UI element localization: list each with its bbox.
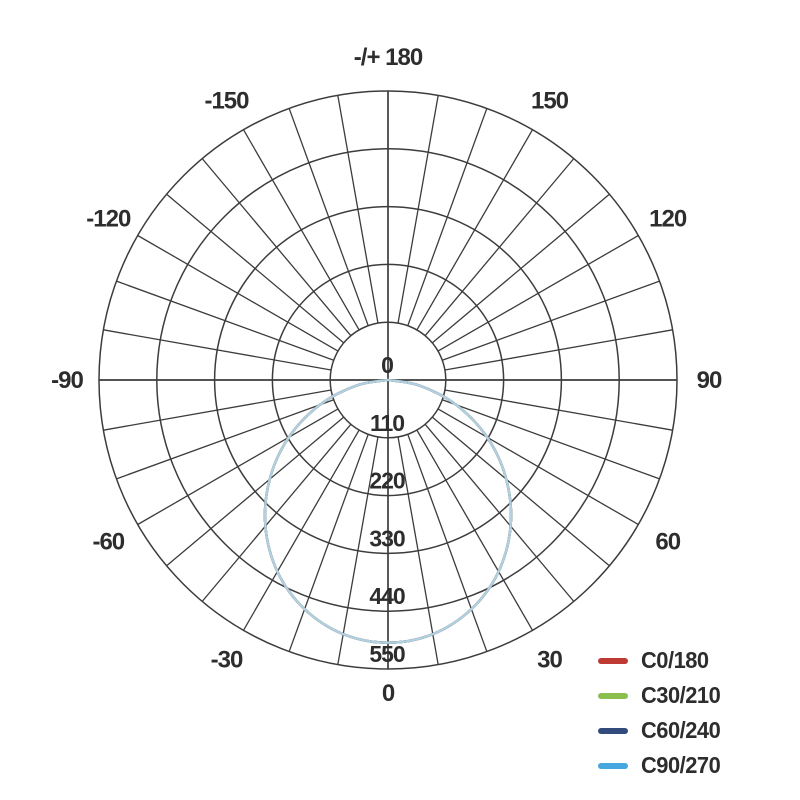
grid-spoke: [416, 129, 534, 331]
legend-item: C30/210: [598, 678, 724, 713]
angle-label--120: -120: [86, 206, 131, 233]
angle-label-90: 90: [697, 367, 722, 394]
grid-spoke: [337, 436, 379, 665]
grid-spoke: [444, 389, 673, 431]
angle-label--60: -60: [92, 529, 124, 556]
legend-swatch-c0-180: [598, 657, 628, 664]
grid-spoke: [116, 280, 334, 361]
grid-spoke: [288, 108, 369, 326]
legend-swatch-c60-240: [598, 727, 628, 734]
angle-label-0: 0: [382, 680, 395, 707]
grid-spoke: [437, 408, 639, 526]
grid-spoke: [137, 408, 339, 526]
grid-spoke: [201, 158, 352, 337]
grid-spoke: [407, 108, 488, 326]
legend-swatch-c90-270: [598, 762, 628, 769]
angle-label-60: 60: [655, 529, 680, 556]
angle-label--30: -30: [211, 647, 243, 674]
grid-spoke: [337, 95, 379, 324]
polar-grid: [98, 90, 678, 670]
legend-label-c0-180: C0/180: [641, 647, 709, 673]
grid-spoke: [416, 429, 534, 631]
grid-spoke: [116, 399, 334, 480]
radial-label-330: 330: [369, 525, 405, 551]
angle-label--180: -/+ 180: [354, 44, 423, 71]
legend-item: C0/180: [598, 643, 724, 678]
angle-label-150: 150: [531, 87, 569, 114]
radial-label-550: 550: [369, 641, 405, 667]
legend-swatch-c30-210: [598, 692, 628, 699]
radial-label-0: 0: [381, 352, 393, 378]
grid-spoke: [437, 234, 639, 352]
grid-spoke: [103, 389, 332, 431]
intensity-curves: [263, 378, 513, 644]
grid-spoke: [424, 158, 575, 337]
legend-item: C60/240: [598, 713, 724, 748]
legend: C0/180 C30/210 C60/240 C90/270: [598, 643, 724, 783]
angle-label-30: 30: [537, 647, 562, 674]
grid-spoke: [442, 399, 660, 480]
curve-c90-270: [263, 378, 513, 644]
grid-spoke: [242, 429, 360, 631]
legend-item: C90/270: [598, 748, 724, 783]
grid-spoke: [288, 434, 369, 652]
grid-spoke: [166, 416, 345, 567]
grid-spoke: [397, 95, 439, 324]
grid-spoke: [242, 129, 360, 331]
angle-label-120: 120: [649, 206, 687, 233]
radial-label-440: 440: [369, 583, 405, 609]
radial-label-110: 110: [370, 410, 404, 436]
grid-spoke: [137, 234, 339, 352]
legend-label-c60-240: C60/240: [641, 717, 721, 743]
grid-spoke: [407, 434, 488, 652]
grid-spoke: [397, 436, 439, 665]
angle-label--150: -150: [204, 87, 249, 114]
grid-spoke: [424, 423, 575, 602]
grid-spoke: [201, 423, 352, 602]
radial-label-220: 220: [369, 468, 405, 494]
grid-spoke: [103, 329, 332, 371]
grid-spoke: [431, 193, 610, 344]
grid-spoke: [444, 329, 673, 371]
axis-labels: -/+ 180 150 120 90 60 30 0 -30 -60 -90 -120 -150 0 11…: [51, 44, 723, 707]
legend-label-c90-270: C90/270: [641, 752, 721, 778]
grid-spoke: [442, 280, 660, 361]
angle-label--90: -90: [51, 367, 83, 394]
grid-spoke: [431, 416, 610, 567]
legend-label-c30-210: C30/210: [641, 682, 721, 708]
grid-spoke: [166, 193, 345, 344]
